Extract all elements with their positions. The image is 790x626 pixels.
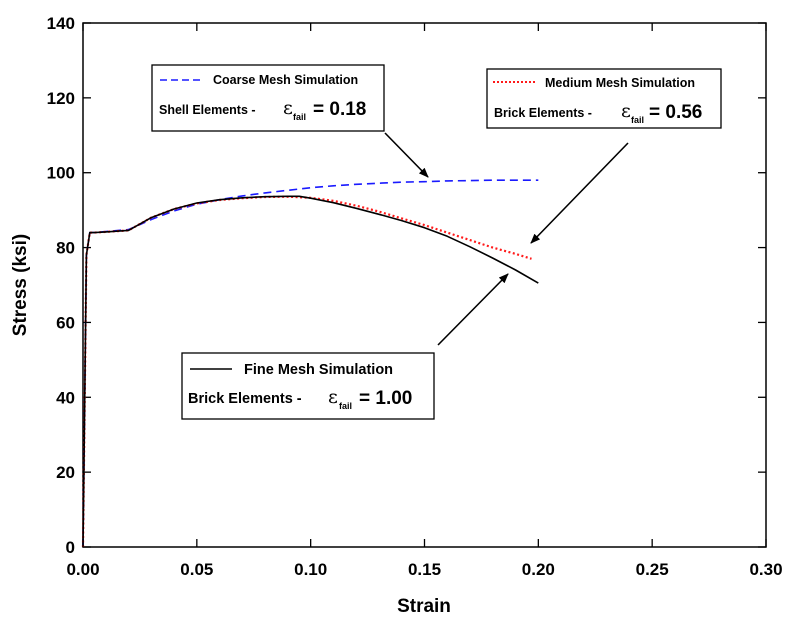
annotation-fine: Fine Mesh Simulation Brick Elements - ε … bbox=[181, 352, 435, 420]
annotation-fine-symbol: ε bbox=[328, 386, 338, 408]
y-axis-title: Stress (ksi) bbox=[10, 234, 31, 336]
series-layer bbox=[81, 179, 539, 548]
x-axis-ticks: 0.00 0.05 0.10 0.15 0.20 0.25 0.30 bbox=[66, 23, 783, 579]
legend-label-fine: Fine Mesh Simulation bbox=[244, 362, 393, 378]
annotation-coarse-symbol: ε bbox=[283, 97, 293, 119]
legend-label-medium: Medium Mesh Simulation bbox=[545, 76, 695, 90]
annotation-medium-symbol: ε bbox=[621, 100, 631, 122]
y-tick-label: 60 bbox=[56, 313, 75, 332]
annotation-coarse-prefix: Shell Elements - bbox=[159, 103, 256, 117]
x-tick-label: 0.10 bbox=[294, 560, 327, 579]
x-axis-title: Strain bbox=[397, 596, 451, 617]
y-tick-label: 100 bbox=[47, 164, 75, 183]
x-tick-label: 0.05 bbox=[180, 560, 213, 579]
annotation-medium-prefix: Brick Elements - bbox=[494, 106, 592, 120]
annotation-medium-sub: fail bbox=[631, 115, 644, 125]
x-tick-label: 0.30 bbox=[749, 560, 782, 579]
x-tick-label: 0.20 bbox=[522, 560, 555, 579]
annotation-fine-value: = 1.00 bbox=[359, 388, 412, 409]
annotation-fine-prefix: Brick Elements - bbox=[188, 391, 302, 407]
annotation-coarse-sub: fail bbox=[293, 112, 306, 122]
annotation-coarse-box bbox=[151, 64, 385, 132]
y-axis-ticks: 0 20 40 60 80 100 120 140 bbox=[47, 14, 766, 557]
annotation-fine-box bbox=[181, 352, 435, 420]
y-tick-label: 120 bbox=[47, 89, 75, 108]
y-tick-label: 140 bbox=[47, 14, 75, 33]
series-line-fine bbox=[82, 195, 539, 548]
legend-label-coarse: Coarse Mesh Simulation bbox=[213, 73, 358, 87]
annotation-medium: Medium Mesh Simulation Brick Elements - … bbox=[486, 68, 722, 129]
annotation-medium-value: = 0.56 bbox=[649, 102, 702, 123]
y-tick-label: 80 bbox=[56, 239, 75, 258]
arrow-medium bbox=[530, 142, 629, 244]
y-tick-label: 0 bbox=[66, 538, 75, 557]
arrow-fine bbox=[437, 273, 509, 346]
annotation-arrows bbox=[384, 132, 629, 346]
annotation-coarse-value: = 0.18 bbox=[313, 99, 366, 120]
y-tick-label: 40 bbox=[56, 388, 75, 407]
arrow-coarse bbox=[384, 132, 429, 178]
annotation-medium-box bbox=[486, 68, 722, 129]
annotation-fine-sub: fail bbox=[339, 401, 352, 411]
y-tick-label: 20 bbox=[56, 463, 75, 482]
x-tick-label: 0.00 bbox=[66, 560, 99, 579]
annotation-coarse: Coarse Mesh Simulation Shell Elements - … bbox=[151, 64, 385, 132]
x-tick-label: 0.25 bbox=[636, 560, 669, 579]
x-tick-label: 0.15 bbox=[408, 560, 441, 579]
